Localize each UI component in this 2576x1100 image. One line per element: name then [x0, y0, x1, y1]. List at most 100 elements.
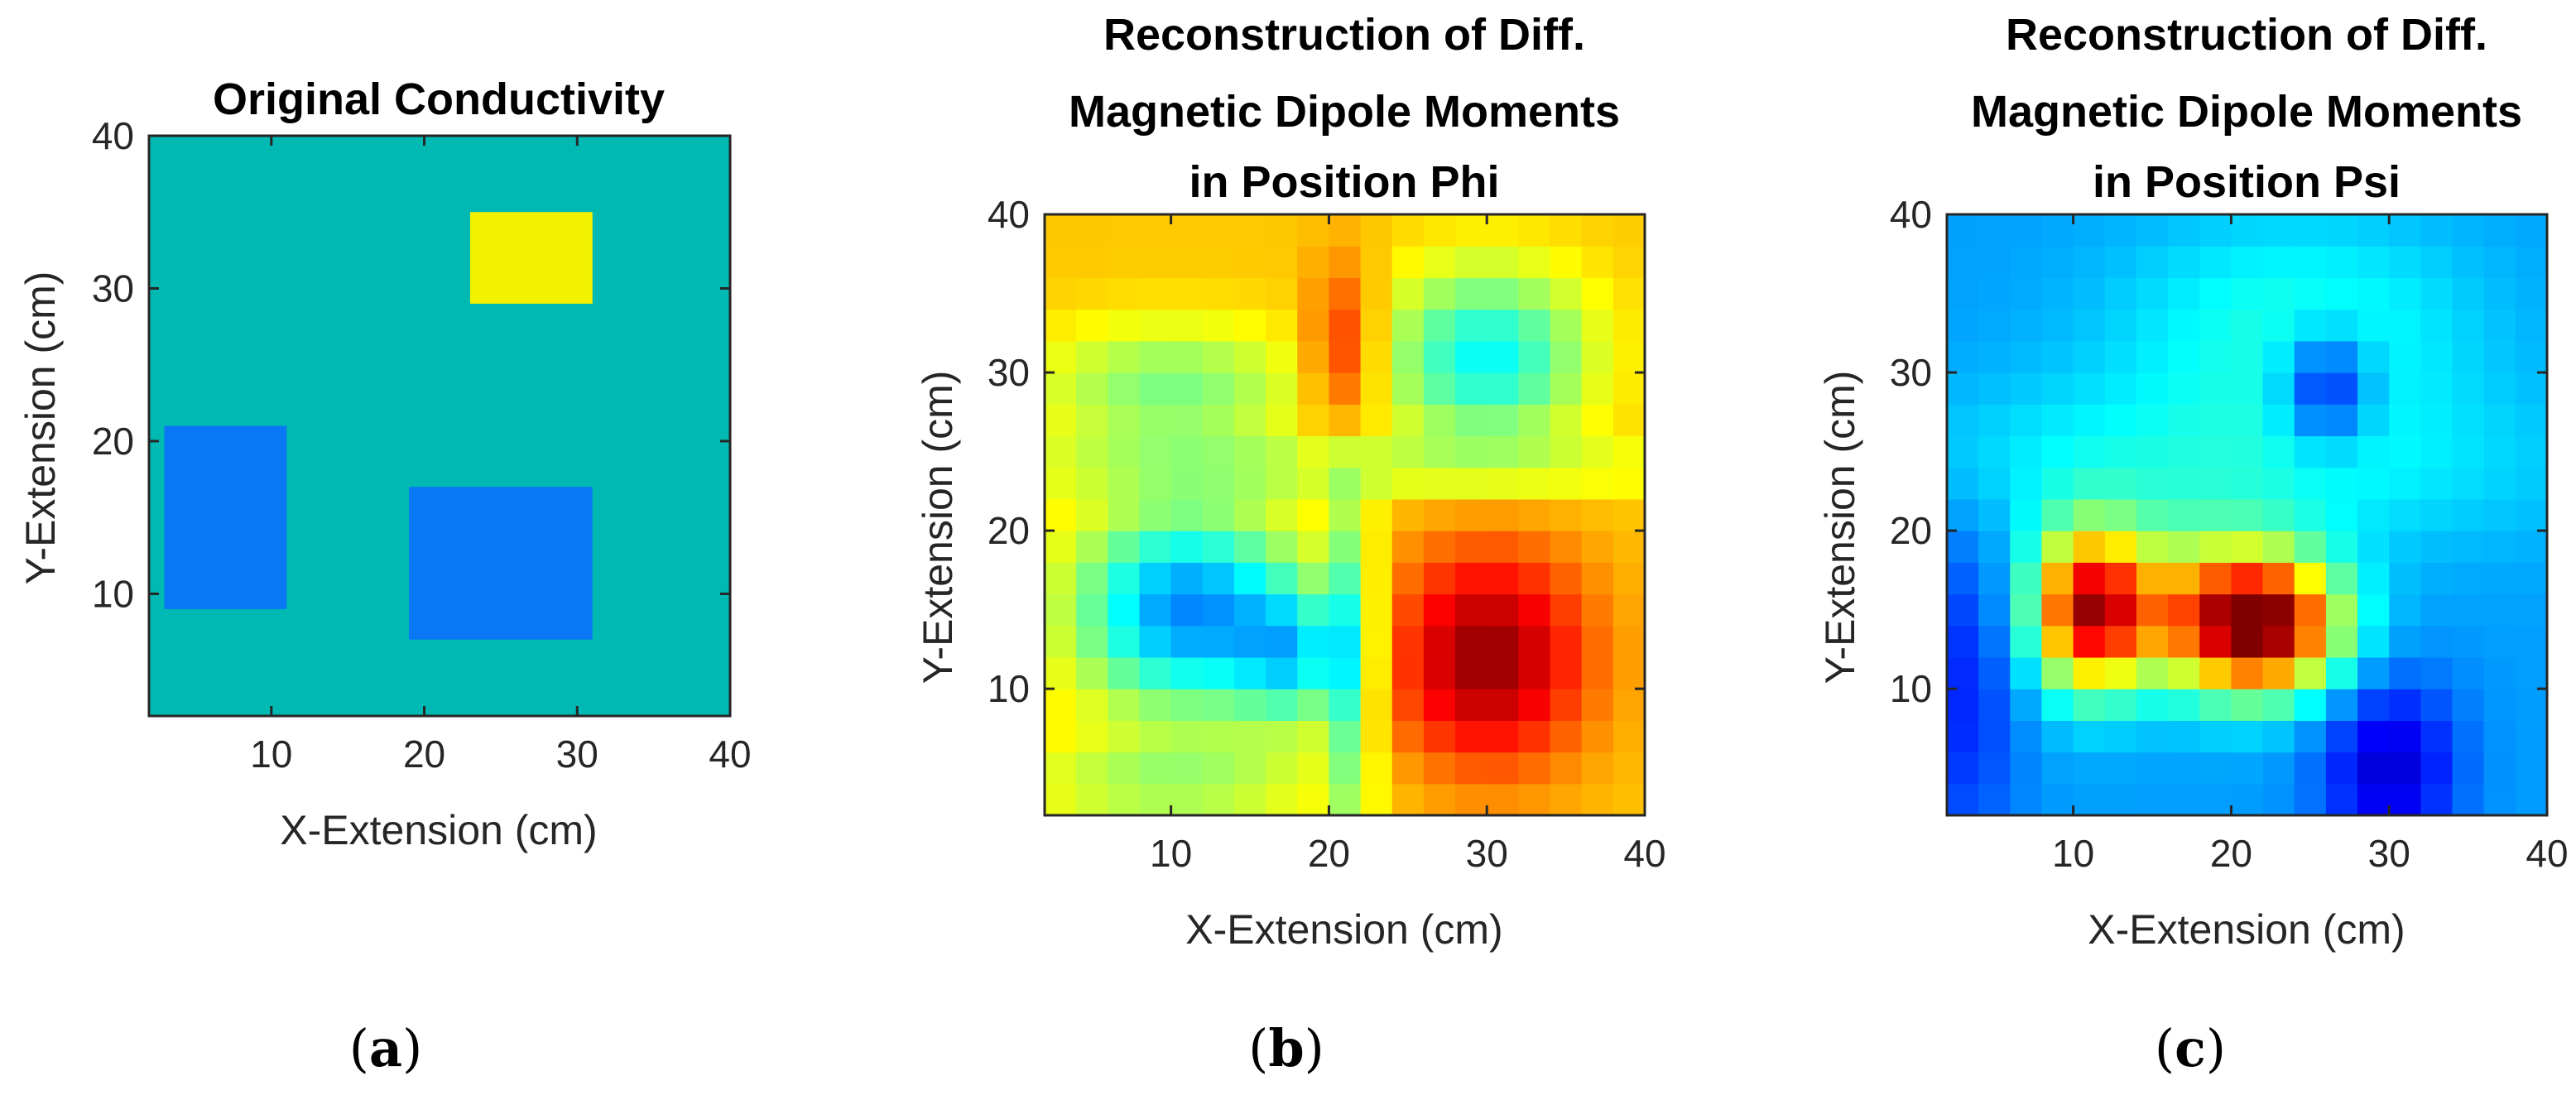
- heatmap-cell: [1329, 689, 1362, 721]
- heatmap-cell: [1455, 435, 1487, 468]
- heatmap-cell: [1233, 752, 1266, 785]
- heatmap-cell: [1947, 783, 1979, 816]
- heatmap-cell: [1329, 720, 1362, 753]
- heatmap-cell: [1423, 246, 1456, 279]
- heatmap-cell: [2357, 435, 2390, 468]
- heatmap-cell: [1329, 435, 1362, 468]
- heatmap-cell: [1487, 277, 1519, 310]
- heatmap-cell: [1518, 531, 1551, 563]
- chart-a-ylabel: Y-Extension (cm): [17, 271, 64, 585]
- heatmap-cell: [1108, 435, 1141, 468]
- heatmap-cell: [1076, 783, 1108, 816]
- heatmap-cell: [1233, 593, 1266, 627]
- heatmap-cell: [1329, 625, 1362, 658]
- heatmap-cell: [2104, 531, 2137, 563]
- heatmap-cell: [2073, 309, 2106, 342]
- heatmap-cell: [1170, 214, 1204, 247]
- heatmap-cell: [1170, 562, 1204, 595]
- x-tick-label: 30: [1466, 832, 1508, 875]
- heatmap-cell: [2104, 593, 2137, 627]
- heatmap-cell: [2262, 214, 2295, 247]
- heatmap-cell: [1297, 309, 1330, 342]
- heatmap-cell: [2420, 340, 2453, 373]
- heatmap-cell: [1487, 372, 1519, 405]
- heatmap-cell: [1108, 689, 1141, 721]
- heatmap-cell: [1487, 404, 1519, 437]
- heatmap-cell: [1518, 783, 1551, 816]
- heatmap-cell: [2294, 531, 2327, 563]
- heatmap-cell: [2357, 372, 2390, 405]
- chart-a-title-line-1: Original Conductivity: [213, 74, 665, 124]
- panel-label-a-letter: a: [369, 1018, 402, 1078]
- heatmap-cell: [1947, 720, 1979, 753]
- heatmap-cell: [1581, 435, 1614, 468]
- heatmap-cell: [1612, 277, 1646, 310]
- heatmap-cell: [2357, 467, 2390, 500]
- heatmap-cell: [1947, 656, 1979, 689]
- heatmap-cell: [2357, 498, 2390, 531]
- heatmap-cell: [1947, 467, 1979, 500]
- heatmap-cell: [2389, 246, 2421, 279]
- heatmap-cell: [2010, 752, 2043, 785]
- heatmap-cell: [1045, 214, 1077, 247]
- heatmap-cell: [2420, 562, 2453, 595]
- heatmap-cell: [1947, 593, 1979, 627]
- heatmap-cell: [2452, 309, 2485, 342]
- heatmap-cell: [1550, 246, 1583, 279]
- heatmap-cell: [1139, 404, 1172, 437]
- heatmap-cell: [2357, 277, 2390, 310]
- heatmap-cell: [1947, 752, 1979, 785]
- heatmap-cell: [2452, 498, 2485, 531]
- heatmap-cell: [1455, 246, 1487, 279]
- heatmap-cell: [1266, 404, 1298, 437]
- heatmap-cell: [2515, 752, 2548, 785]
- heatmap-cell: [1391, 752, 1425, 785]
- heatmap-cell: [1423, 277, 1456, 310]
- heatmap-cell: [2420, 625, 2453, 658]
- x-tick-label: 40: [709, 733, 751, 776]
- heatmap-cell: [1391, 246, 1425, 279]
- heatmap-cell: [2389, 435, 2421, 468]
- heatmap-cell: [1581, 246, 1614, 279]
- heatmap-cell: [2231, 340, 2264, 373]
- heatmap-cell: [1139, 689, 1172, 721]
- heatmap-cell: [1455, 372, 1487, 405]
- heatmap-cell: [1391, 562, 1425, 595]
- heatmap-cell: [2199, 277, 2232, 310]
- heatmap-cell: [2420, 498, 2453, 531]
- heatmap-cell: [1202, 689, 1235, 721]
- heatmap-cell: [1297, 498, 1330, 531]
- heatmap-cell: [2389, 720, 2421, 753]
- heatmap-cell: [2073, 752, 2106, 785]
- heatmap-cell: [2231, 435, 2264, 468]
- heatmap-cell: [2452, 435, 2485, 468]
- heatmap-cell: [2010, 498, 2043, 531]
- x-tick-label: 40: [2526, 832, 2568, 875]
- heatmap-cell: [1978, 720, 2011, 753]
- heatmap-cell: [2104, 783, 2137, 816]
- heatmap-cell: [1170, 340, 1204, 373]
- heatmap-cell: [1266, 720, 1298, 753]
- heatmap-cell: [1487, 783, 1519, 816]
- heatmap-cell: [1581, 498, 1614, 531]
- heatmap-cell: [2231, 625, 2264, 658]
- heatmap-cell: [2452, 720, 2485, 753]
- heatmap-cell: [2294, 277, 2327, 310]
- heatmap-cell: [2294, 372, 2327, 405]
- heatmap-cell: [2041, 340, 2074, 373]
- heatmap-cell: [2483, 593, 2516, 627]
- heatmap-cell: [1423, 562, 1456, 595]
- heatmap-cell: [2073, 720, 2106, 753]
- heatmap-cell: [1518, 752, 1551, 785]
- heatmap-cell: [2294, 783, 2327, 816]
- heatmap-cell: [2262, 246, 2295, 279]
- heatmap-cell: [1360, 656, 1393, 689]
- heatmap-cell: [2010, 372, 2043, 405]
- heatmap-cell: [1423, 467, 1456, 500]
- heatmap-cell: [2420, 467, 2453, 500]
- heatmap-cell: [1518, 467, 1551, 500]
- heatmap-cell: [1202, 277, 1235, 310]
- heatmap-cell: [2010, 467, 2043, 500]
- y-tick-label: 30: [1890, 351, 1932, 394]
- heatmap-cell: [1170, 467, 1204, 500]
